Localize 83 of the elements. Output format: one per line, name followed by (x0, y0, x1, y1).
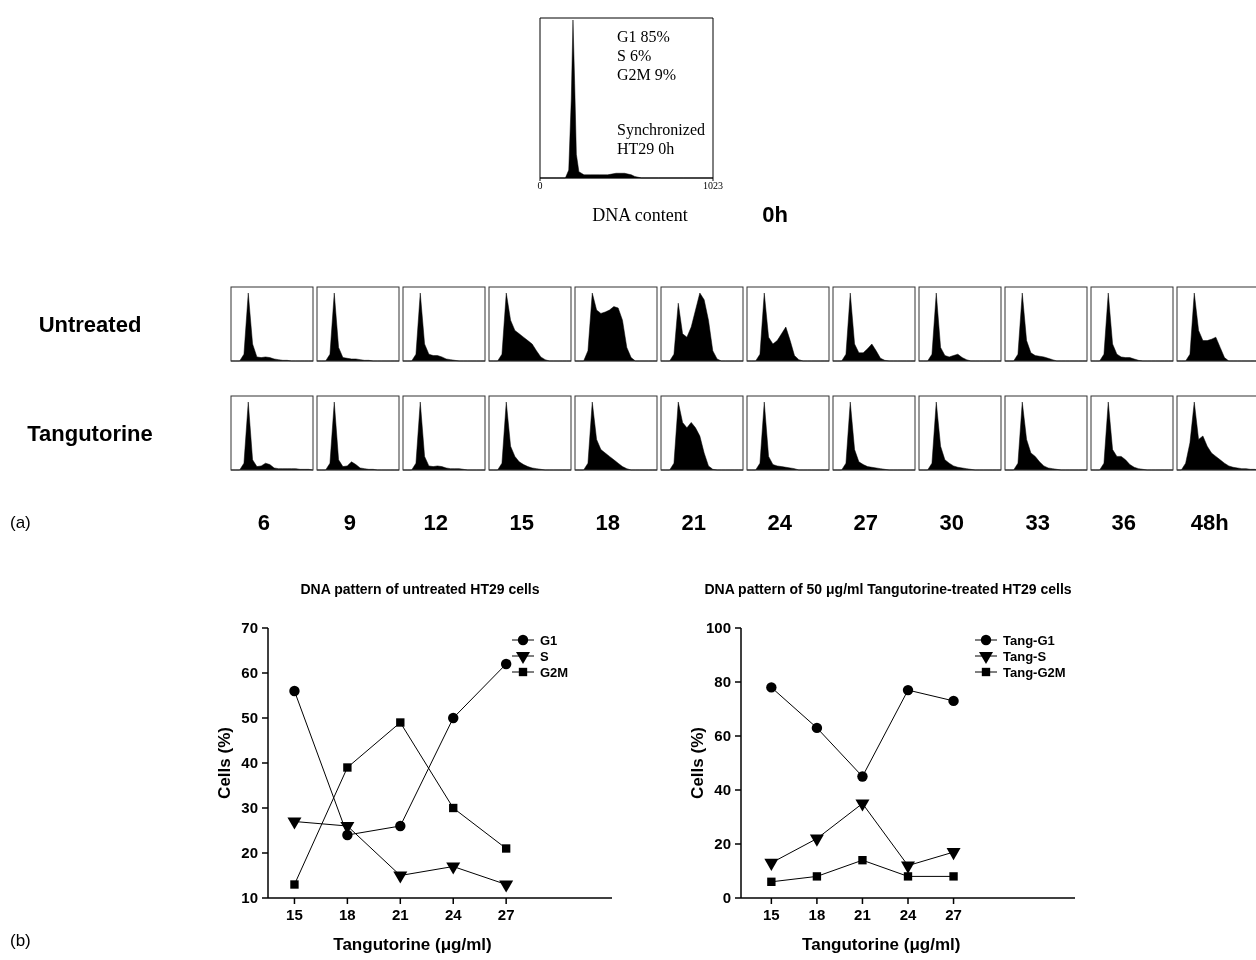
y-tick-label: 60 (714, 727, 731, 744)
x-tick-label: 21 (391, 906, 409, 923)
chart-title: DNA pattern of 50 μg/ml Tangutorine-treated HT29 cells (704, 581, 1072, 597)
point (287, 817, 302, 830)
point (393, 871, 408, 884)
point (857, 771, 868, 782)
point (902, 684, 914, 696)
point (946, 848, 961, 861)
y-tick-label: 0 (722, 889, 731, 906)
x-axis-title: 21 (681, 510, 707, 535)
y-tick-label: 40 (241, 754, 258, 771)
annotation: Synchronized HT29 0h (617, 121, 705, 157)
legend-label: Tang-S (1003, 649, 1047, 664)
y-axis-title: Cells (%) (688, 727, 707, 799)
point (948, 695, 959, 707)
x-tick-label: 1023 (703, 180, 723, 191)
y-tick-label: 20 (714, 835, 731, 852)
point (809, 834, 824, 847)
y-tick-label: 50 (241, 709, 258, 726)
x-tick-label: 15 (763, 906, 780, 923)
point (811, 722, 823, 734)
legend-label: S (540, 649, 549, 664)
x-axis-title: Tangutorine (μg/ml) (802, 935, 961, 954)
y-tick-label: 60 (241, 664, 258, 681)
text: 0h (762, 202, 788, 227)
point (855, 799, 870, 812)
point (500, 658, 512, 670)
x-axis-title: 12 (423, 510, 449, 535)
point (395, 820, 406, 832)
x-axis-title: 27 (853, 510, 879, 535)
legend-label: Tang-G1 (1003, 633, 1055, 648)
point (343, 763, 352, 772)
y-axis-title: Tangutorine (27, 421, 153, 446)
x-tick-label: 18 (339, 906, 356, 923)
point (446, 862, 461, 875)
x-axis-title: 15 (509, 510, 535, 535)
x-axis-title: 48h (1190, 510, 1229, 535)
point (812, 872, 822, 881)
x-axis-title: 6 (257, 510, 270, 535)
legend-label: Tang-G2M (1003, 665, 1066, 680)
point (499, 880, 514, 893)
legend-label: G1 (540, 633, 558, 648)
point (448, 712, 459, 724)
text: (b) (10, 931, 31, 950)
x-tick-label: 27 (945, 906, 962, 923)
x-tick-label: 24 (899, 906, 917, 923)
y-tick-label: 80 (714, 673, 731, 690)
chart-title: DNA pattern of untreated HT29 cells (300, 581, 540, 597)
point (396, 718, 405, 727)
point (501, 844, 511, 853)
y-axis-title: Cells (%) (215, 727, 234, 799)
y-tick-label: 30 (241, 799, 258, 816)
y-tick-label: 70 (241, 619, 258, 636)
point (858, 856, 867, 865)
point (289, 685, 300, 697)
x-axis-title: 36 (1111, 510, 1137, 535)
x-axis-title: 9 (343, 510, 356, 535)
x-tick-label: 24 (444, 906, 463, 923)
x-tick-label: 21 (854, 906, 871, 923)
point (949, 872, 958, 881)
x-axis-title: 30 (939, 510, 965, 535)
y-tick-label: 40 (714, 781, 731, 798)
point (449, 803, 458, 813)
y-axis-title: Untreated (38, 312, 142, 337)
y-tick-label: 100 (705, 619, 731, 636)
x-tick-label: 27 (497, 906, 515, 923)
point (290, 880, 299, 889)
x-axis-title: 24 (767, 510, 793, 535)
x-axis-title: 18 (595, 510, 621, 535)
x-axis-title: Tangutorine (μg/ml) (333, 935, 492, 954)
annotation: G1 85% S 6% G2M 9% (617, 28, 677, 83)
y-tick-label: 10 (241, 889, 258, 906)
point (766, 682, 777, 693)
y-tick-label: 20 (241, 844, 258, 861)
x-axis-title: DNA content (592, 205, 688, 225)
point (767, 877, 776, 886)
legend-label: G2M (540, 665, 569, 680)
x-tick-label: 15 (286, 906, 303, 923)
x-axis-title: 33 (1025, 510, 1051, 535)
text: (a) (10, 513, 31, 532)
point (903, 872, 913, 881)
point (764, 858, 779, 871)
x-tick-label: 18 (808, 906, 826, 923)
